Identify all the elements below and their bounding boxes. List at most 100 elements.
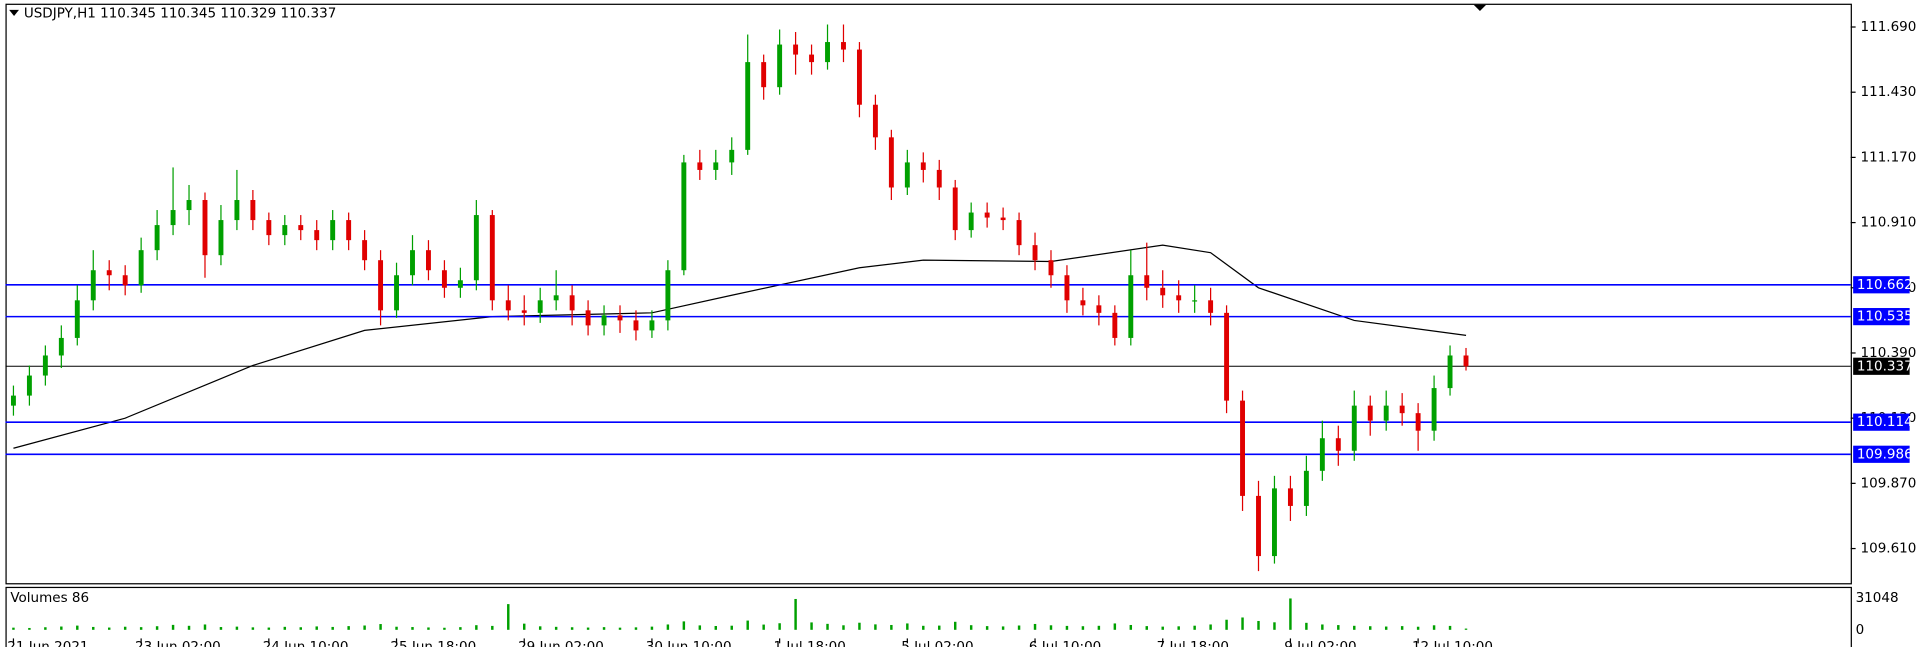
candle-body — [1032, 245, 1038, 261]
level-label-box — [1853, 308, 1910, 326]
candle-body — [681, 162, 687, 271]
x-tick-label: 9 Jul 02:00 — [1284, 639, 1356, 647]
candle-body — [441, 270, 447, 288]
candle-body — [346, 220, 352, 241]
candle-body — [585, 310, 591, 326]
candle-body — [314, 230, 320, 241]
candle-body — [138, 250, 144, 286]
header-high: 110.345 — [160, 6, 216, 22]
candle-body — [1272, 488, 1277, 557]
current-price-label: 110.337 — [1857, 358, 1913, 374]
candle-body — [1351, 405, 1357, 451]
candle-body — [968, 212, 974, 231]
current-price-box — [1853, 357, 1910, 375]
candle-body — [1208, 300, 1214, 313]
candle-body — [761, 62, 767, 88]
x-tick-label: 29 Jun 02:00 — [518, 639, 604, 647]
candle-body — [888, 137, 894, 188]
candle-body — [952, 187, 958, 231]
candle-body — [1431, 388, 1437, 431]
x-tick-label: 1 Jul 18:00 — [773, 639, 845, 647]
candle-body — [186, 200, 192, 211]
candle-body — [282, 225, 288, 236]
candle-body — [362, 240, 368, 261]
y-tick-label: 109.610 — [1861, 541, 1917, 557]
candle-body — [1112, 312, 1118, 338]
candle-body — [1383, 405, 1389, 421]
header-close: 110.337 — [281, 6, 337, 22]
candle-body — [1399, 405, 1405, 414]
candle-body — [74, 300, 80, 338]
level-label: 110.535 — [1857, 309, 1913, 325]
candle-body — [202, 200, 208, 256]
candle-body — [521, 310, 527, 313]
candle-body — [234, 200, 240, 221]
level-label: 110.114 — [1857, 414, 1913, 430]
x-tick-label: 6 Jul 10:00 — [1029, 639, 1101, 647]
candle-body — [665, 270, 671, 321]
candle-body — [569, 295, 575, 311]
candle-body — [410, 250, 415, 276]
candle-body — [633, 320, 639, 331]
candle-body — [729, 149, 735, 163]
candle-body — [473, 215, 479, 281]
chart-header: USDJPY,H1 110.345 110.345 110.329 110.33… — [24, 6, 336, 22]
candle-body — [1192, 300, 1198, 302]
candle-body — [1096, 305, 1102, 313]
candle-body — [1256, 495, 1261, 557]
candle-body — [777, 44, 783, 88]
candle-body — [809, 54, 815, 63]
level-label-box — [1853, 445, 1910, 463]
candle-body — [984, 212, 990, 218]
candle-body — [537, 300, 543, 313]
x-tick-label: 23 Jun 02:00 — [135, 639, 221, 647]
candle-body — [266, 220, 272, 236]
candle-body — [10, 395, 16, 406]
level-label-box — [1853, 413, 1910, 431]
candle-body — [601, 315, 607, 326]
candle-body — [1000, 217, 1006, 221]
y-tick-label: 111.430 — [1861, 84, 1917, 100]
candle-body — [505, 300, 511, 311]
candle-body — [1319, 438, 1325, 471]
candle-body — [426, 250, 431, 271]
menu-triangle[interactable] — [9, 9, 19, 16]
candle-body — [856, 49, 862, 105]
shift-marker — [1473, 4, 1487, 12]
candle-body — [617, 315, 623, 321]
candle-body — [1144, 275, 1150, 288]
y-tick-label: 111.170 — [1861, 149, 1917, 165]
x-tick-label: 30 Jun 10:00 — [646, 639, 732, 647]
moving-average — [13, 244, 1467, 449]
candle-body — [1128, 275, 1134, 338]
candle-body — [218, 220, 224, 256]
symbol: USDJPY,H1 — [24, 6, 96, 22]
candle-body — [58, 337, 64, 356]
candle-body — [825, 42, 830, 63]
candle-body — [649, 320, 655, 331]
x-tick-label: 5 Jul 02:00 — [901, 639, 973, 647]
candle-body — [1160, 287, 1166, 296]
candle-body — [553, 295, 559, 301]
candle-body — [904, 162, 910, 188]
candle-body — [1048, 260, 1054, 276]
candle-body — [1335, 438, 1341, 451]
candle-body — [106, 270, 112, 276]
level-label: 110.662 — [1857, 277, 1913, 293]
volume-tick-label: 31048 — [1856, 590, 1899, 606]
level-label: 109.986 — [1857, 446, 1913, 462]
y-tick-label: 109.870 — [1861, 475, 1917, 491]
candle-body — [489, 215, 495, 301]
volume-tick-label: 0 — [1856, 622, 1865, 638]
candle-body — [42, 355, 48, 376]
header-open: 110.345 — [100, 6, 156, 22]
volume-frame — [5, 586, 1852, 647]
candle-body — [1367, 405, 1373, 421]
candle-body — [457, 280, 463, 288]
x-tick-label: 21 Jun 2021 — [7, 639, 88, 647]
candle-body — [1415, 413, 1421, 431]
candle-body — [154, 225, 160, 251]
